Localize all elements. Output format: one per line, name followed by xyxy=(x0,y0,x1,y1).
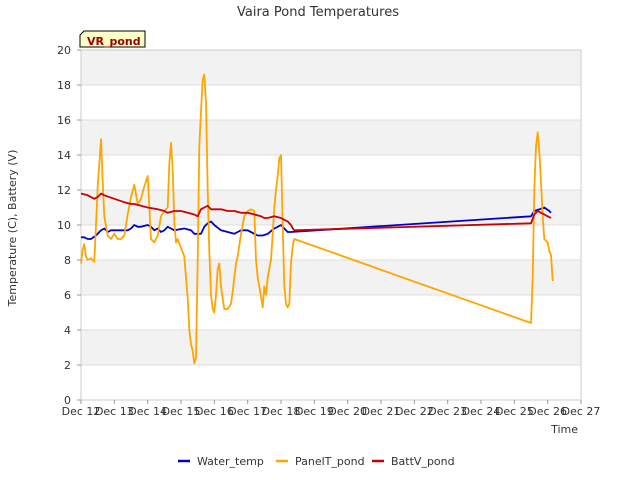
y-tick-label: 6 xyxy=(64,289,71,302)
y-tick-label: 10 xyxy=(57,219,71,232)
x-tick-label: Dec 27 xyxy=(562,405,601,418)
x-tick-label: Dec 14 xyxy=(128,405,167,418)
legend-item-battv-pond: BattV_pond xyxy=(372,455,455,468)
background-band xyxy=(81,330,581,365)
x-axis-label: Time xyxy=(550,423,578,436)
x-tick-label: Dec 20 xyxy=(328,405,367,418)
plot-area xyxy=(80,49,582,401)
chart-title: Vaira Pond Temperatures xyxy=(237,5,399,20)
series-line-battv-pond xyxy=(80,192,552,232)
x-tick-label: Dec 17 xyxy=(228,405,267,418)
legend: Water_temp PanelT_pond BattV_pond xyxy=(178,455,455,468)
x-tick-label: Dec 18 xyxy=(262,405,301,418)
y-tick-label: 20 xyxy=(57,44,71,57)
y-tick-label: 16 xyxy=(57,114,71,127)
x-tick-label: Dec 21 xyxy=(362,405,401,418)
y-tick-label: 0 xyxy=(64,394,71,407)
legend-item-water-temp: Water_temp xyxy=(178,455,264,468)
x-tick-label: Dec 23 xyxy=(428,405,467,418)
y-tick-label: 4 xyxy=(64,324,71,337)
legend-item-panelt-pond: PanelT_pond xyxy=(276,455,365,468)
background-band xyxy=(81,50,581,85)
series-lines xyxy=(80,73,554,365)
x-tick-label: Dec 12 xyxy=(62,405,101,418)
y-tick-label: 8 xyxy=(64,254,71,267)
background-band xyxy=(81,260,581,295)
legend-label: BattV_pond xyxy=(391,455,455,468)
y-tick-label: 14 xyxy=(57,149,71,162)
x-tick-label: Dec 25 xyxy=(495,405,534,418)
y-axis-ticks: 0 2 4 6 8 10 12 14 16 18 20 xyxy=(57,44,81,407)
x-tick-label: Dec 15 xyxy=(162,405,201,418)
background-band xyxy=(81,155,581,190)
y-tick-label: 12 xyxy=(57,184,71,197)
x-tick-label: Dec 19 xyxy=(295,405,334,418)
background-band xyxy=(81,85,581,120)
station-label-box: VR_pond xyxy=(79,30,146,48)
background-bands xyxy=(81,50,581,400)
background-band xyxy=(81,190,581,225)
background-band xyxy=(81,295,581,330)
legend-label: Water_temp xyxy=(197,455,264,468)
x-tick-label: Dec 24 xyxy=(462,405,501,418)
y-tick-label: 18 xyxy=(57,79,71,92)
legend-label: PanelT_pond xyxy=(295,455,365,468)
x-tick-label: Dec 26 xyxy=(528,405,567,418)
x-tick-label: Dec 13 xyxy=(95,405,134,418)
station-label: VR_pond xyxy=(87,35,141,48)
y-tick-label: 2 xyxy=(64,359,71,372)
x-tick-label: Dec 16 xyxy=(195,405,234,418)
x-tick-label: Dec 22 xyxy=(395,405,434,418)
background-band xyxy=(81,120,581,155)
series-line-panelt-pond xyxy=(80,73,554,365)
background-band xyxy=(81,365,581,400)
y-axis-label: Temperature (C), Battery (V) xyxy=(6,150,19,308)
